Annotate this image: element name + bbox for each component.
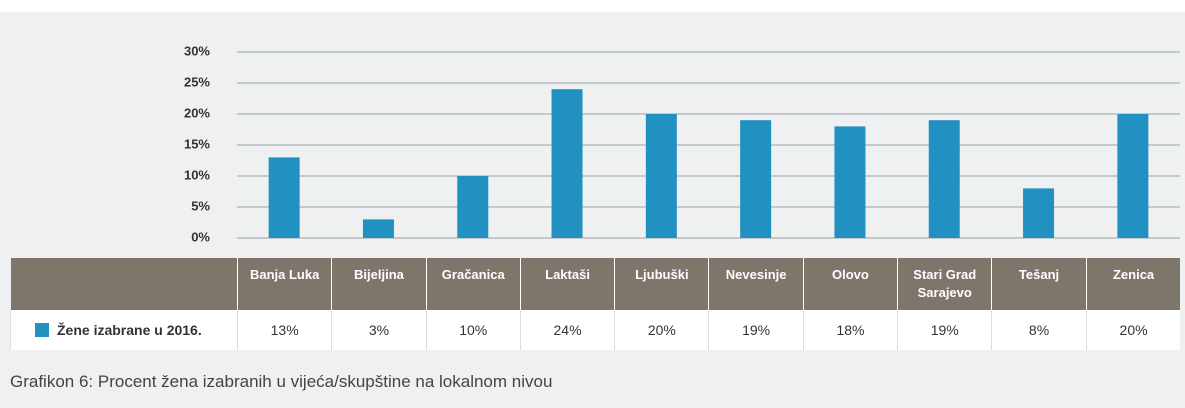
legend-swatch (35, 323, 49, 337)
category-label: Banja Luka (236, 258, 332, 310)
y-tick-label: 15% (184, 136, 210, 151)
value-label: 18% (802, 310, 898, 350)
category-label: Ljubuški (614, 258, 709, 310)
y-tick-label: 5% (191, 198, 210, 213)
category-label: Gračanica (425, 258, 521, 310)
value-label: 3% (331, 310, 427, 350)
category-label: Bijeljina (331, 258, 427, 310)
bar (928, 120, 960, 238)
bar (834, 126, 866, 238)
value-label: 19% (897, 310, 992, 350)
y-tick-label: 20% (184, 105, 210, 120)
chart: 0% 5% 10% 15% 20% 25% 30% (184, 43, 1180, 244)
category-label: Stari Grad Sarajevo (897, 258, 992, 310)
category-label: Zenica (1085, 258, 1181, 310)
data-table: Banja Luka Bijeljina Gračanica Laktaši Ljubu… (10, 258, 1181, 350)
bar (1117, 114, 1149, 238)
category-label: Laktaši (519, 258, 615, 310)
header-row: Banja Luka Bijeljina Gračanica Laktaši Ljubu… (10, 258, 1181, 310)
y-tick-label: 10% (184, 167, 210, 182)
category-label: Olovo (802, 258, 898, 310)
value-label: 13% (236, 310, 332, 350)
value-label: 8% (991, 310, 1087, 350)
category-label: Tešanj (991, 258, 1087, 310)
legend-entry: Žene izabrane u 2016. (10, 310, 238, 350)
value-label: 10% (425, 310, 521, 350)
y-tick-label: 30% (184, 43, 210, 58)
bar (1023, 188, 1055, 238)
bar (551, 89, 583, 238)
value-label: 24% (519, 310, 615, 350)
value-label: 19% (708, 310, 804, 350)
value-label: 20% (1085, 310, 1181, 350)
value-row: Žene izabrane u 2016. 13% 3% 10% 24% 20% 19% 1… (10, 310, 1181, 350)
bar (457, 176, 489, 238)
bar (645, 114, 677, 238)
bar (740, 120, 772, 238)
legend-label: Žene izabrane u 2016. (57, 322, 202, 338)
y-tick-label: 25% (184, 74, 210, 89)
value-label: 20% (614, 310, 709, 350)
y-tick-label: 0% (191, 229, 210, 244)
category-label: Nevesinje (708, 258, 804, 310)
caption: Grafikon 6: Procent žena izabranih u vij… (10, 372, 553, 391)
empty-cell (10, 258, 238, 310)
bar (362, 219, 394, 238)
bar (268, 157, 300, 238)
